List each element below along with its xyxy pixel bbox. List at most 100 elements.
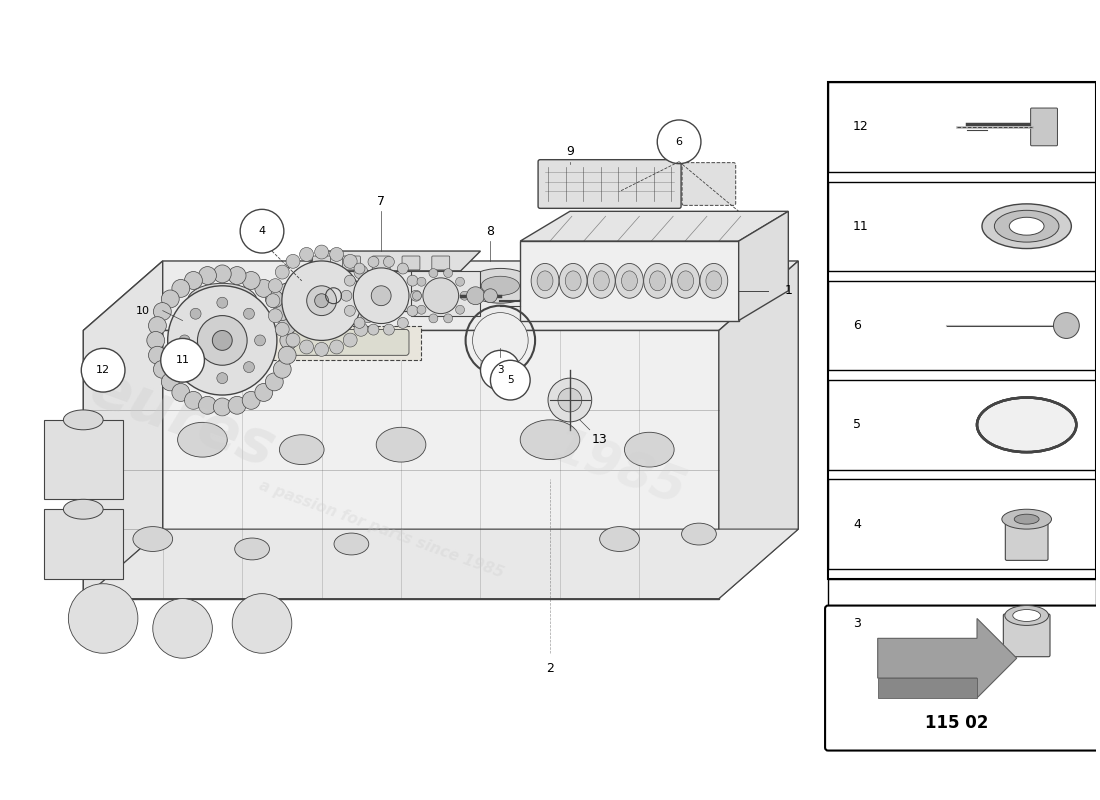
FancyBboxPatch shape bbox=[682, 162, 736, 206]
Circle shape bbox=[255, 383, 273, 402]
Circle shape bbox=[185, 391, 202, 410]
Circle shape bbox=[353, 268, 409, 323]
Circle shape bbox=[279, 331, 298, 350]
Ellipse shape bbox=[204, 291, 241, 310]
Circle shape bbox=[185, 271, 202, 290]
Circle shape bbox=[548, 378, 592, 422]
Ellipse shape bbox=[706, 271, 722, 290]
Text: 4: 4 bbox=[258, 226, 265, 236]
Circle shape bbox=[198, 396, 217, 414]
Circle shape bbox=[240, 210, 284, 253]
Circle shape bbox=[354, 263, 365, 274]
Polygon shape bbox=[44, 510, 123, 578]
Circle shape bbox=[153, 302, 172, 321]
Circle shape bbox=[1054, 313, 1079, 338]
Ellipse shape bbox=[234, 538, 270, 560]
Circle shape bbox=[213, 265, 231, 283]
Circle shape bbox=[213, 398, 231, 416]
FancyBboxPatch shape bbox=[284, 330, 409, 355]
Ellipse shape bbox=[334, 533, 368, 555]
Circle shape bbox=[273, 360, 292, 378]
Circle shape bbox=[198, 266, 217, 285]
Ellipse shape bbox=[531, 263, 559, 298]
Text: 8: 8 bbox=[486, 225, 494, 238]
Circle shape bbox=[299, 247, 314, 262]
Ellipse shape bbox=[64, 410, 103, 430]
Circle shape bbox=[397, 318, 408, 328]
Circle shape bbox=[429, 314, 438, 323]
Ellipse shape bbox=[621, 271, 637, 290]
Circle shape bbox=[167, 286, 277, 395]
Circle shape bbox=[397, 263, 408, 274]
Circle shape bbox=[481, 350, 520, 390]
Text: 10: 10 bbox=[135, 306, 150, 316]
Polygon shape bbox=[520, 211, 789, 241]
Ellipse shape bbox=[351, 276, 411, 306]
Ellipse shape bbox=[625, 432, 674, 467]
Circle shape bbox=[354, 318, 365, 328]
Text: 5: 5 bbox=[852, 418, 861, 431]
Ellipse shape bbox=[982, 204, 1071, 249]
Circle shape bbox=[460, 291, 469, 300]
Circle shape bbox=[658, 120, 701, 164]
Circle shape bbox=[372, 286, 392, 306]
Circle shape bbox=[228, 266, 246, 285]
Polygon shape bbox=[828, 281, 1097, 370]
Text: 9: 9 bbox=[565, 146, 574, 158]
Circle shape bbox=[412, 291, 421, 300]
Circle shape bbox=[315, 294, 329, 308]
Circle shape bbox=[268, 309, 283, 322]
Circle shape bbox=[455, 278, 464, 286]
Ellipse shape bbox=[1014, 514, 1040, 524]
Text: 6: 6 bbox=[675, 137, 683, 147]
Circle shape bbox=[344, 275, 355, 286]
Polygon shape bbox=[44, 420, 123, 499]
Circle shape bbox=[363, 294, 377, 308]
Polygon shape bbox=[84, 529, 799, 598]
Ellipse shape bbox=[64, 499, 103, 519]
Polygon shape bbox=[411, 271, 481, 315]
Text: 3: 3 bbox=[497, 366, 504, 375]
Circle shape bbox=[315, 342, 329, 356]
Text: 11: 11 bbox=[852, 220, 869, 233]
Text: 11: 11 bbox=[176, 355, 189, 366]
Circle shape bbox=[266, 294, 279, 308]
Polygon shape bbox=[301, 251, 481, 271]
Ellipse shape bbox=[570, 276, 629, 306]
Circle shape bbox=[384, 324, 395, 335]
Circle shape bbox=[242, 271, 260, 290]
Polygon shape bbox=[878, 678, 977, 698]
Circle shape bbox=[354, 265, 367, 279]
Ellipse shape bbox=[133, 526, 173, 551]
Circle shape bbox=[268, 278, 283, 293]
Polygon shape bbox=[878, 618, 1016, 698]
Polygon shape bbox=[739, 211, 789, 321]
Circle shape bbox=[368, 256, 378, 267]
Circle shape bbox=[330, 247, 343, 262]
Text: 3: 3 bbox=[852, 617, 861, 630]
Ellipse shape bbox=[272, 281, 331, 310]
Text: 7: 7 bbox=[377, 195, 385, 208]
FancyBboxPatch shape bbox=[1003, 614, 1050, 657]
Circle shape bbox=[212, 330, 232, 350]
Text: 2: 2 bbox=[546, 662, 554, 674]
FancyBboxPatch shape bbox=[372, 256, 390, 270]
Ellipse shape bbox=[583, 282, 616, 299]
Ellipse shape bbox=[285, 287, 318, 304]
Circle shape bbox=[162, 290, 179, 308]
Ellipse shape bbox=[682, 523, 716, 545]
Ellipse shape bbox=[678, 271, 694, 290]
FancyBboxPatch shape bbox=[312, 256, 330, 270]
Polygon shape bbox=[84, 261, 163, 598]
Circle shape bbox=[286, 254, 300, 268]
Circle shape bbox=[343, 333, 358, 347]
Circle shape bbox=[422, 278, 459, 314]
Circle shape bbox=[243, 362, 254, 373]
FancyBboxPatch shape bbox=[825, 606, 1099, 750]
Circle shape bbox=[172, 279, 189, 298]
FancyBboxPatch shape bbox=[538, 160, 681, 208]
Polygon shape bbox=[84, 261, 799, 330]
Circle shape bbox=[161, 338, 205, 382]
FancyBboxPatch shape bbox=[1005, 518, 1048, 560]
Circle shape bbox=[484, 289, 497, 302]
